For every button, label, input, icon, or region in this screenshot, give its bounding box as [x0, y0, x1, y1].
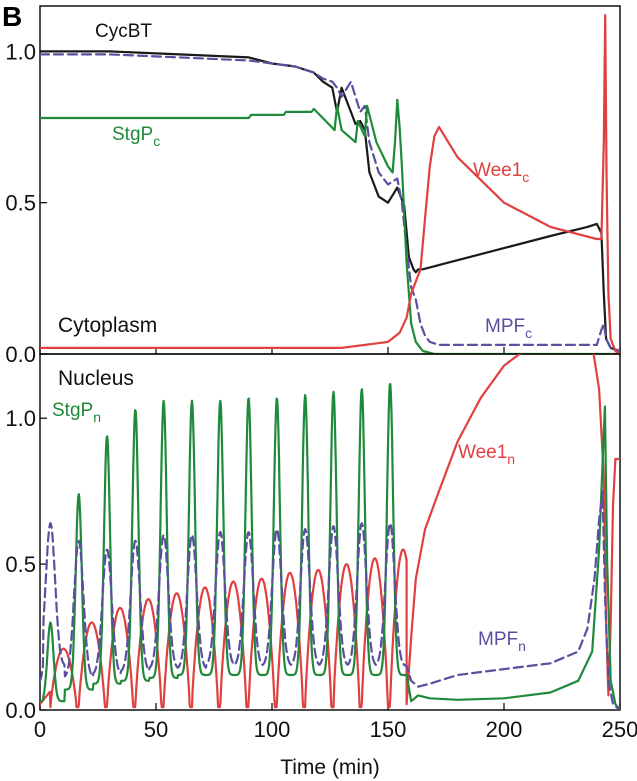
x-axis-title: Time (min) [280, 756, 380, 779]
Wee1n-label: Wee1n [458, 442, 515, 467]
nucleus-x-tick-label: 100 [254, 717, 291, 742]
nucleus-region-label: Nucleus [58, 367, 134, 390]
cytoplasm-y-tick-label: 0.5 [5, 191, 36, 216]
cytoplasm-y-tick-label: 1.0 [5, 39, 36, 64]
MPFn-series-line [40, 490, 620, 710]
nucleus-series [40, 354, 620, 710]
cytoplasm-y-tick-label: 0.0 [5, 342, 36, 367]
StgPc-label: StgPc [112, 124, 160, 149]
CycBT-series-line [40, 50, 620, 353]
MPFc-label: MPFc [485, 316, 532, 341]
cytoplasm-annotations: CycBT StgPc Wee1c MPFc [95, 21, 532, 341]
nucleus-x-tick-label: 50 [144, 717, 168, 742]
Wee1c-series-line [40, 14, 620, 354]
nucleus-plot-frame [39, 353, 621, 711]
nucleus-y-tick-label: 0.5 [5, 552, 36, 577]
cytoplasm-y-axis: 0.0 0.5 1.0 [5, 39, 47, 367]
nucleus-x-tick-label: 0 [34, 717, 46, 742]
MPFc-series-line [40, 53, 620, 353]
nucleus-y-axis: 0.0 0.5 1.0 [5, 406, 47, 723]
StgPn-label: StgPn [52, 400, 101, 425]
Wee1c-label: Wee1c [473, 160, 529, 185]
cytoplasm-series [40, 14, 620, 354]
nucleus-x-tick-label: 250 [602, 717, 637, 742]
cytoplasm-panel: 0.0 0.5 1.0 Cytoplasm CycBT StgPc Wee1c MPFc [5, 5, 621, 367]
MPFn-label: MPFn [478, 629, 526, 654]
nucleus-y-tick-label: 0.0 [5, 698, 36, 723]
cytoplasm-region-label: Cytoplasm [58, 314, 157, 337]
nucleus-x-tick-label: 200 [486, 717, 523, 742]
nucleus-y-tick-label: 1.0 [5, 406, 36, 431]
CycBT-label: CycBT [95, 21, 152, 42]
cytoplasm-plot-frame [39, 5, 621, 355]
nucleus-panel: 0.0 0.5 1.0 0 50 100 150 200 250 Nucleus StgPn W… [5, 353, 637, 742]
panel-letter: B [2, 1, 22, 32]
nucleus-x-axis: 0 50 100 150 200 250 [34, 703, 637, 742]
nucleus-x-tick-label: 150 [370, 717, 407, 742]
nucleus-annotations: StgPn Wee1n MPFn [52, 400, 526, 654]
